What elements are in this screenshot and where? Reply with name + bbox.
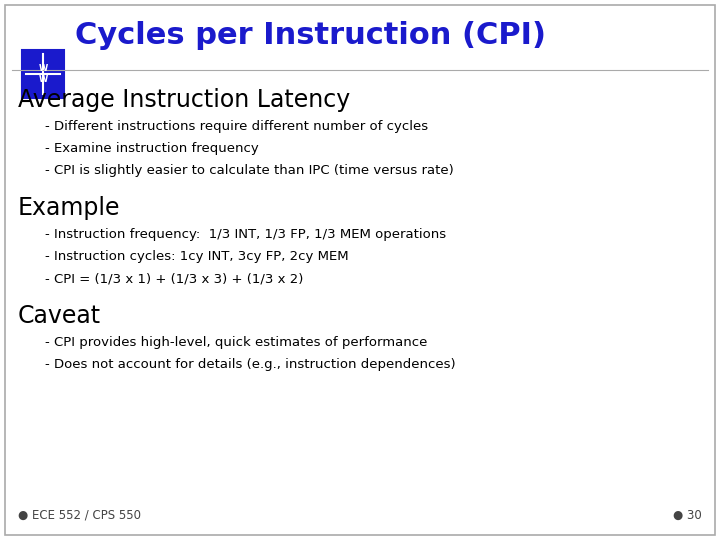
Text: - Different instructions require different number of cycles: - Different instructions require differe… (45, 120, 428, 133)
Text: - Examine instruction frequency: - Examine instruction frequency (45, 142, 258, 155)
Text: Example: Example (18, 196, 120, 220)
Text: Average Instruction Latency: Average Instruction Latency (18, 88, 350, 112)
Text: ● ECE 552 / CPS 550: ● ECE 552 / CPS 550 (18, 509, 141, 522)
Text: ● 30: ● 30 (673, 509, 702, 522)
Text: - CPI = (1/3 x 1) + (1/3 x 3) + (1/3 x 2): - CPI = (1/3 x 1) + (1/3 x 3) + (1/3 x 2… (45, 272, 303, 285)
Text: - Does not account for details (e.g., instruction dependences): - Does not account for details (e.g., in… (45, 358, 456, 371)
Text: - Instruction cycles: 1cy INT, 3cy FP, 2cy MEM: - Instruction cycles: 1cy INT, 3cy FP, 2… (45, 250, 348, 263)
FancyBboxPatch shape (22, 50, 64, 98)
Text: - CPI provides high-level, quick estimates of performance: - CPI provides high-level, quick estimat… (45, 336, 428, 349)
Text: Cycles per Instruction (CPI): Cycles per Instruction (CPI) (75, 21, 546, 50)
Text: - CPI is slightly easier to calculate than IPC (time versus rate): - CPI is slightly easier to calculate th… (45, 164, 454, 177)
Text: Caveat: Caveat (18, 304, 101, 328)
Text: - Instruction frequency:  1/3 INT, 1/3 FP, 1/3 MEM operations: - Instruction frequency: 1/3 INT, 1/3 FP… (45, 228, 446, 241)
Text: W
W: W W (38, 64, 48, 84)
